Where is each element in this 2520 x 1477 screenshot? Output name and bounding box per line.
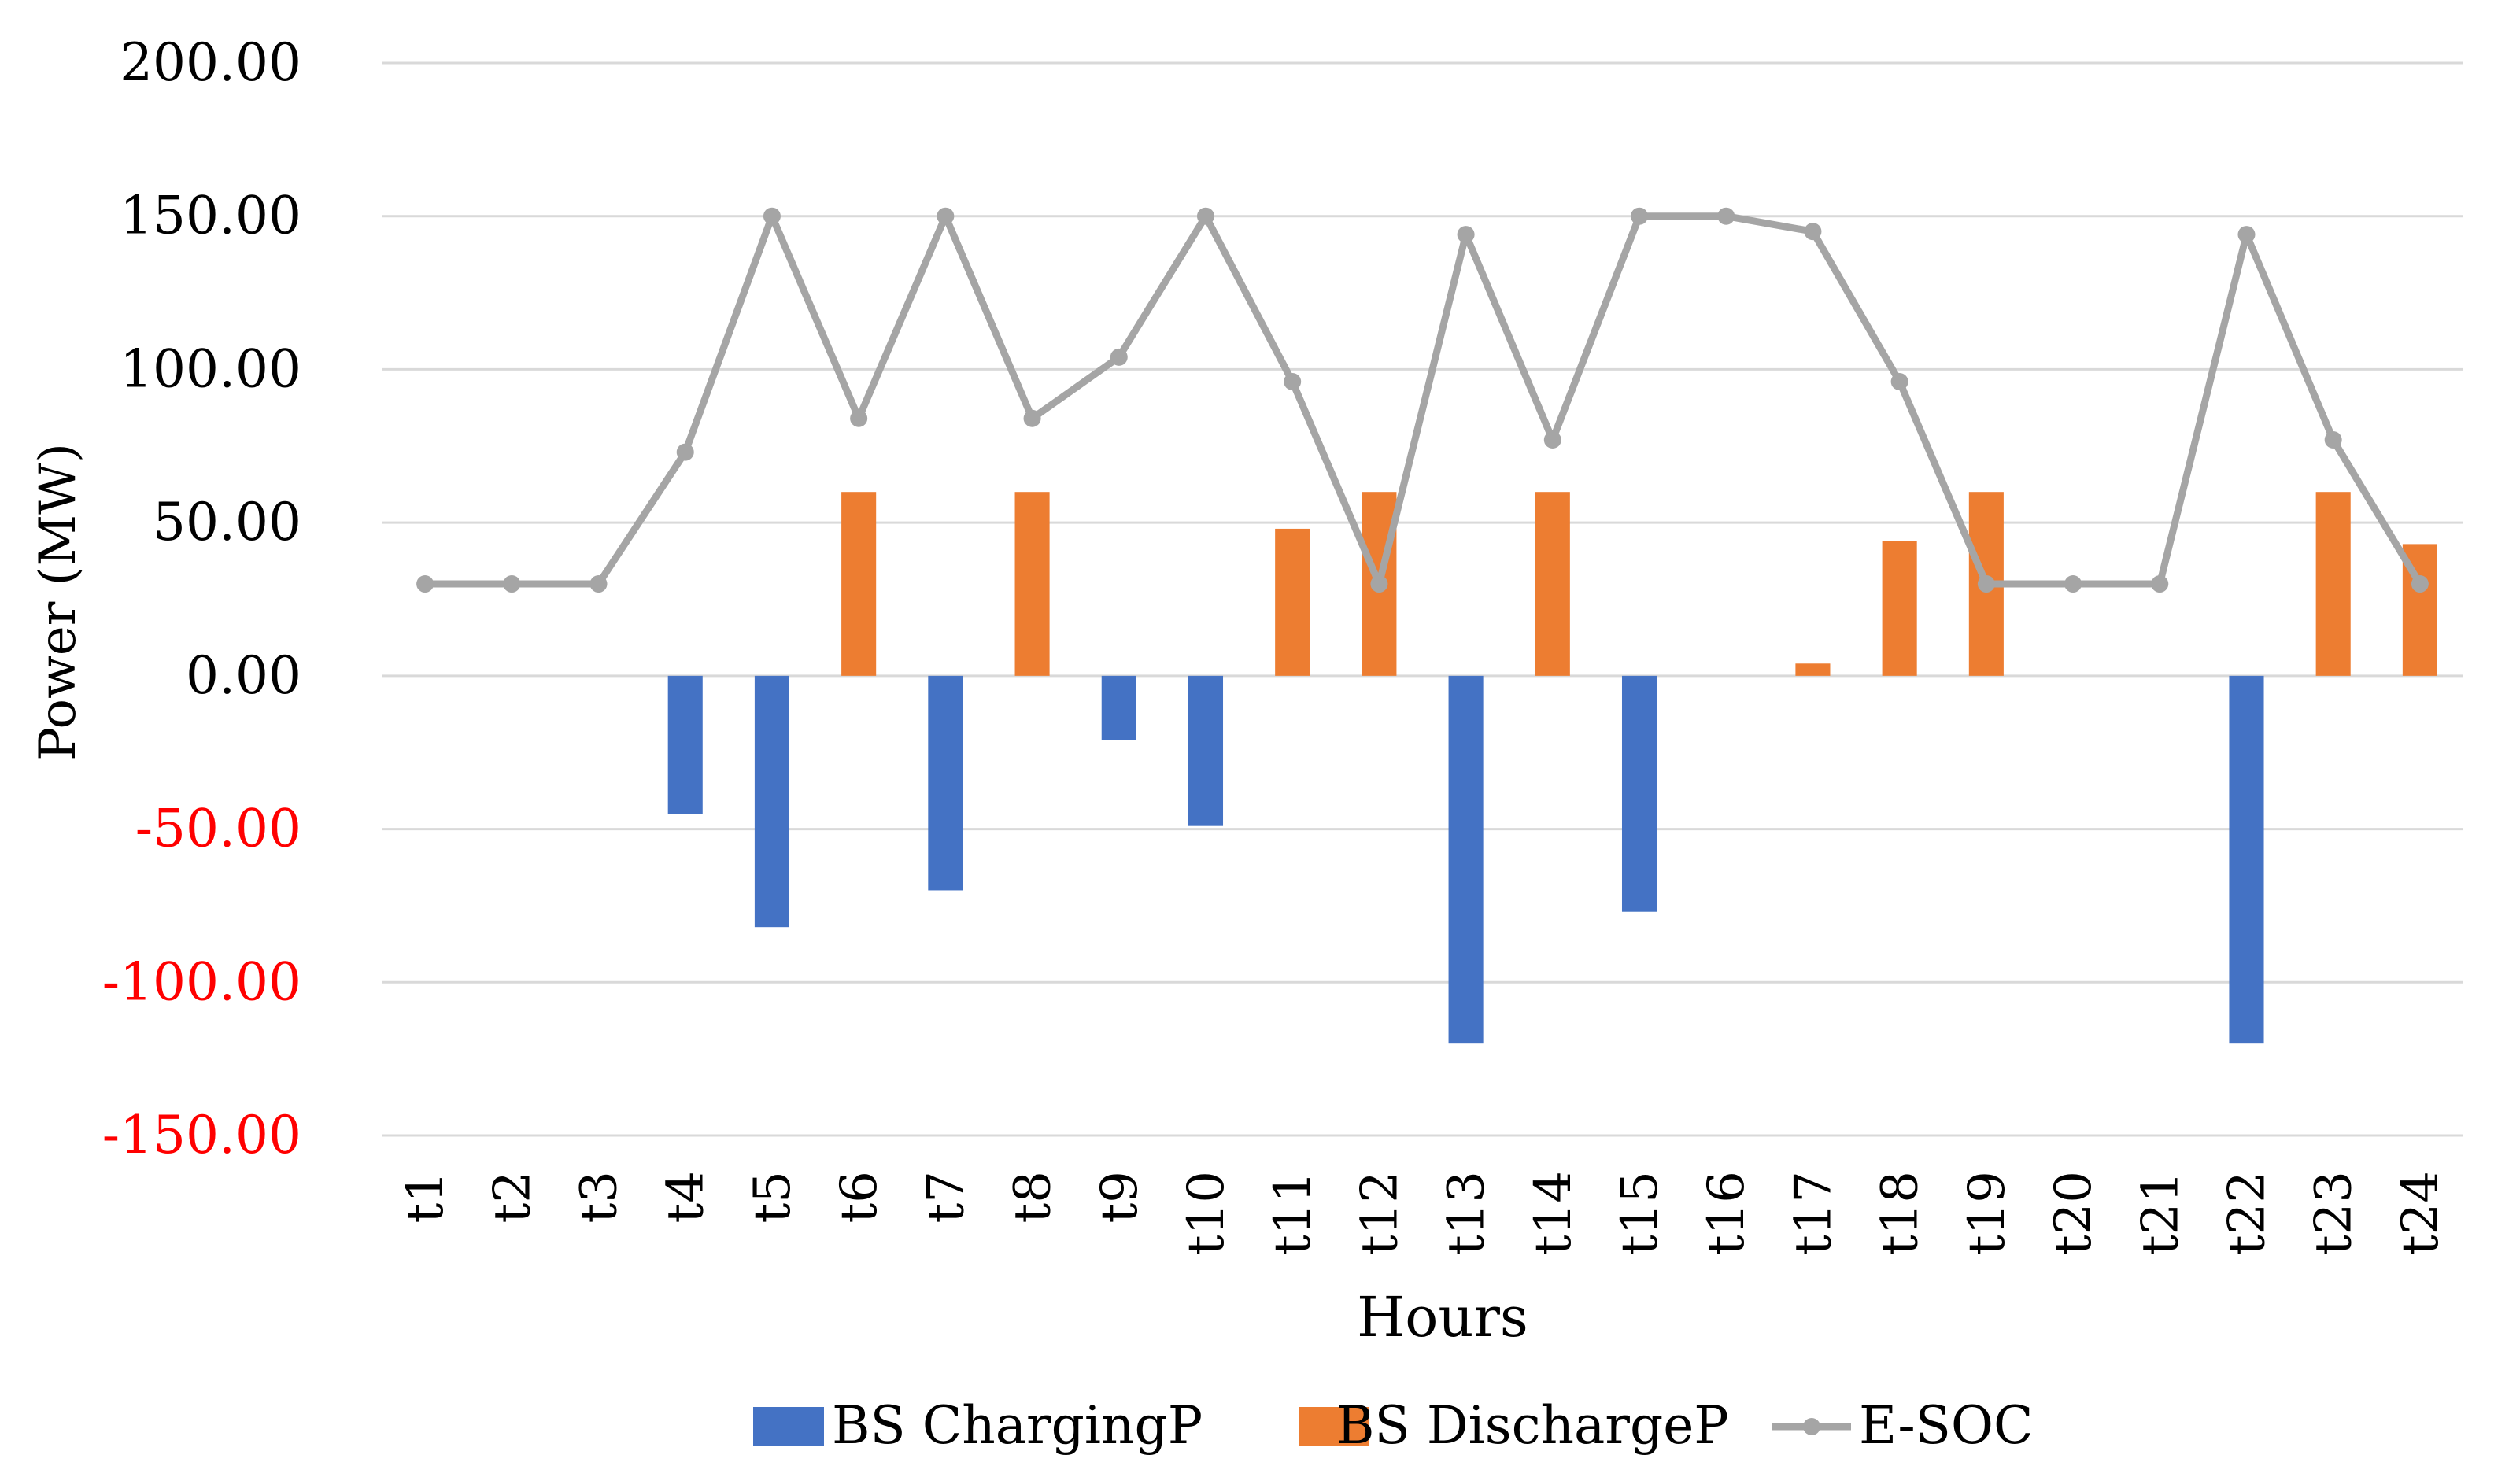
- x-tick-label: t5: [744, 1171, 802, 1223]
- x-tick-label: t18: [1872, 1171, 1930, 1255]
- charging-bar-t9: [1101, 675, 1136, 740]
- x-tick-label: t6: [830, 1171, 889, 1223]
- x-tick-label: t14: [1524, 1171, 1583, 1255]
- e-soc-point-t23: [2324, 430, 2342, 449]
- y-tick-label: 200.00: [120, 32, 301, 93]
- x-tick-label: t7: [917, 1171, 975, 1223]
- x-tick-label: t10: [1177, 1171, 1236, 1255]
- y-tick-label: 100.00: [120, 338, 301, 399]
- discharge-bar-t23: [2315, 492, 2351, 676]
- e-soc-line-path: [425, 212, 2423, 588]
- discharge-bar-t11: [1275, 528, 1310, 676]
- x-tick-label: t8: [1004, 1171, 1062, 1223]
- x-tick-label: t13: [1438, 1171, 1496, 1255]
- legend: BS ChargingP BS DischargeP E-SOC: [753, 1395, 2034, 1456]
- charging-bar-t13: [1448, 675, 1484, 1044]
- e-soc-point-t15: [1631, 207, 1649, 225]
- y-axis-label: Power (MW): [29, 443, 87, 761]
- y-tick-label: -150.00: [102, 1105, 301, 1165]
- x-tick-label: t15: [1611, 1171, 1669, 1255]
- e-soc-point-t16: [1717, 207, 1735, 225]
- e-soc-point-t8: [1023, 409, 1041, 427]
- y-tick-label: 150.00: [120, 186, 301, 246]
- charging-bar-t4: [667, 675, 703, 814]
- x-tick-label: t20: [2045, 1171, 2103, 1255]
- discharge-bar-t17: [1795, 663, 1831, 676]
- e-soc-point-t3: [589, 575, 608, 593]
- y-axis-ticks: 200.00 150.00 100.00 50.00 0.00 -50.00 -100.00…: [102, 32, 301, 1165]
- e-soc-point-t17: [1804, 223, 1822, 241]
- e-soc-point-t22: [2237, 226, 2256, 244]
- e-soc-point-t18: [1890, 373, 1908, 391]
- e-soc-point-t9: [1110, 348, 1128, 366]
- x-tick-label: t23: [2305, 1171, 2363, 1255]
- x-tick-label: t2: [483, 1171, 541, 1223]
- e-soc-point-t2: [503, 575, 521, 593]
- y-tick-label: 50.00: [153, 492, 301, 552]
- x-tick-label: t16: [1698, 1171, 1756, 1255]
- legend-label-charging: BS ChargingP: [832, 1395, 1203, 1456]
- discharge-bar-t8: [1014, 492, 1050, 676]
- x-tick-label: t22: [2218, 1171, 2276, 1255]
- discharge-bar-t14: [1535, 492, 1570, 676]
- discharge-bar-t6: [841, 492, 877, 676]
- charging-bar-t7: [928, 675, 963, 891]
- e-soc-point-t11: [1284, 373, 1302, 391]
- x-tick-label: t1: [397, 1171, 455, 1223]
- x-tick-label: t21: [2131, 1171, 2189, 1255]
- e-soc-point-t6: [850, 409, 868, 427]
- e-soc-point-t14: [1543, 430, 1561, 449]
- legend-label-discharge: BS DischargeP: [1336, 1395, 1729, 1456]
- charging-bar-t15: [1621, 675, 1657, 912]
- charging-bar-t5: [754, 675, 789, 928]
- x-tick-label: t11: [1264, 1171, 1322, 1255]
- x-tick-label: t12: [1351, 1171, 1409, 1255]
- legend-marker-esoc: [1803, 1418, 1820, 1435]
- x-tick-label: t4: [657, 1171, 715, 1223]
- gridlines: [382, 61, 2463, 1137]
- legend-swatch-charging: [753, 1407, 824, 1446]
- e-soc-point-t5: [763, 207, 781, 225]
- e-soc-line: [416, 207, 2429, 593]
- charging-bar-t22: [2229, 675, 2264, 1044]
- e-soc-point-t21: [2151, 575, 2169, 593]
- legend-label-esoc: E-SOC: [1859, 1395, 2034, 1456]
- x-tick-label: t9: [1091, 1171, 1149, 1223]
- x-axis-ticks: t1 t2 t3 t4 t5 t6 t7 t8 t9 t10 t11 t12 t13 t14 t15 t16 t…: [397, 1171, 2450, 1255]
- x-tick-label: t24: [2392, 1171, 2450, 1255]
- e-soc-point-t12: [1370, 575, 1388, 593]
- x-tick-label: t19: [1958, 1171, 2016, 1255]
- y-tick-label: 0.00: [186, 645, 301, 706]
- e-soc-point-t10: [1196, 207, 1214, 225]
- x-tick-label: t17: [1784, 1171, 1842, 1255]
- e-soc-point-t24: [2411, 575, 2429, 593]
- y-tick-label: -50.00: [135, 799, 301, 859]
- e-soc-point-t19: [1977, 575, 1995, 593]
- e-soc-point-t20: [2064, 575, 2082, 593]
- charging-bar-t10: [1188, 675, 1224, 826]
- e-soc-point-t13: [1457, 226, 1475, 244]
- x-axis-label: Hours: [1357, 1285, 1528, 1350]
- x-tick-label: t3: [571, 1171, 629, 1223]
- discharge-bar-t18: [1882, 541, 1917, 676]
- y-tick-label: -100.00: [102, 951, 301, 1012]
- e-soc-point-t4: [676, 443, 694, 461]
- e-soc-point-t1: [416, 575, 434, 593]
- bars: [667, 492, 2437, 1044]
- e-soc-point-t7: [937, 207, 955, 225]
- legend-swatch-discharge: [1299, 1407, 1369, 1446]
